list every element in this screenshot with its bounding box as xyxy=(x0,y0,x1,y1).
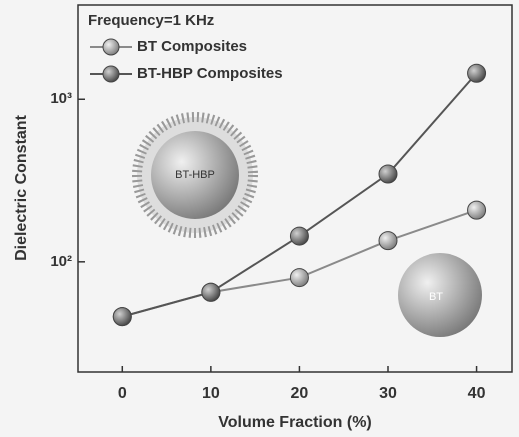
y-axis-label: Dielectric Constant xyxy=(13,114,30,260)
x-tick-label: 40 xyxy=(468,385,486,402)
x-axis-label: Volume Fraction (%) xyxy=(218,414,372,431)
marker xyxy=(289,268,309,288)
x-tick-label: 10 xyxy=(202,385,220,402)
marker xyxy=(289,226,309,246)
marker xyxy=(378,231,398,251)
annotation: BT-HBP xyxy=(175,169,215,181)
marker xyxy=(201,282,221,302)
plot-frame xyxy=(77,4,513,373)
x-tick-label: 30 xyxy=(379,385,397,402)
marker xyxy=(467,200,487,220)
annotation: Frequency=1 KHz xyxy=(88,12,214,29)
legend-label: BT Composites xyxy=(137,38,247,55)
x-tick-label: 0 xyxy=(118,385,127,402)
y-tick-label: 10² xyxy=(50,253,72,270)
legend-label: BT-HBP Composites xyxy=(137,65,283,82)
x-tick-label: 20 xyxy=(291,385,309,402)
bt-particle xyxy=(398,253,482,337)
bt-hbp-core xyxy=(151,131,239,219)
marker xyxy=(378,164,398,184)
marker xyxy=(467,63,487,83)
annotation: BT xyxy=(429,291,443,303)
legend-marker xyxy=(102,38,120,56)
legend-marker xyxy=(102,65,120,83)
y-tick-label: 10³ xyxy=(50,90,72,107)
marker xyxy=(112,307,132,327)
